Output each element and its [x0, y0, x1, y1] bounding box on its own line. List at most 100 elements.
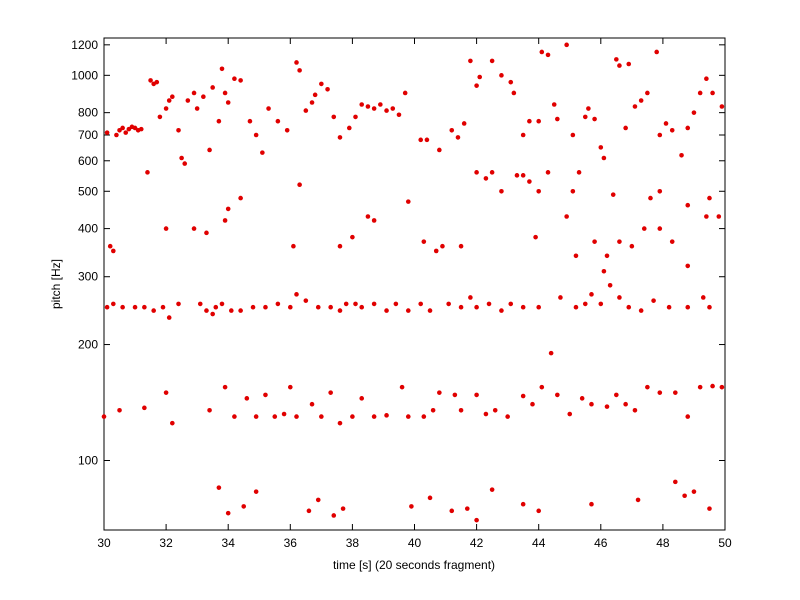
point — [651, 298, 656, 303]
point — [319, 414, 324, 419]
point — [350, 234, 355, 240]
point — [288, 304, 293, 310]
point — [138, 126, 144, 132]
point — [558, 295, 563, 300]
point — [104, 130, 110, 135]
point — [114, 132, 119, 138]
point — [371, 106, 377, 111]
point — [176, 127, 181, 133]
point — [163, 226, 169, 231]
point — [685, 125, 691, 131]
point — [629, 243, 635, 249]
point — [592, 116, 597, 122]
x-axis-label: time [s] (20 seconds fragment) — [333, 558, 495, 572]
point — [303, 298, 309, 303]
point — [582, 114, 588, 120]
point — [427, 495, 433, 501]
point — [350, 414, 355, 419]
x-tick-label: 30 — [97, 536, 111, 550]
x-tick-label: 42 — [470, 536, 484, 550]
point — [617, 63, 622, 68]
point — [632, 407, 638, 413]
point — [331, 114, 337, 120]
point — [151, 308, 156, 313]
point — [194, 106, 200, 111]
point — [551, 102, 557, 107]
y-tick-label: 400 — [78, 222, 98, 236]
point — [297, 182, 302, 188]
point — [673, 479, 678, 485]
point — [204, 230, 209, 236]
point — [598, 301, 604, 307]
point — [384, 108, 389, 113]
point — [337, 243, 343, 249]
y-tick-label: 700 — [78, 128, 98, 142]
point — [514, 173, 520, 178]
point — [508, 301, 514, 307]
point — [623, 401, 628, 407]
point — [319, 81, 324, 87]
point — [312, 92, 318, 98]
point — [201, 94, 206, 100]
point — [648, 195, 653, 201]
point — [353, 301, 358, 307]
point — [390, 106, 396, 111]
point — [548, 350, 554, 356]
point — [604, 253, 610, 259]
point — [111, 301, 116, 307]
point — [700, 295, 706, 300]
point — [197, 301, 203, 307]
point — [185, 98, 191, 103]
point — [225, 100, 231, 105]
point — [325, 86, 330, 92]
point — [207, 147, 212, 153]
point — [533, 234, 538, 240]
point — [638, 308, 644, 313]
point — [216, 485, 222, 490]
point — [219, 301, 225, 307]
point — [111, 248, 116, 254]
x-tick-label: 46 — [594, 536, 608, 550]
point — [576, 170, 582, 175]
point — [418, 137, 424, 143]
point — [315, 304, 321, 310]
point — [266, 106, 271, 111]
point — [284, 127, 290, 133]
point — [163, 106, 169, 111]
point — [669, 239, 675, 244]
point — [489, 58, 495, 64]
point — [545, 52, 551, 58]
point — [238, 78, 243, 83]
point — [530, 401, 535, 407]
y-tick-label: 100 — [78, 453, 98, 467]
point — [343, 301, 349, 307]
point — [393, 301, 399, 307]
point — [468, 58, 473, 64]
point — [710, 383, 715, 389]
point — [511, 90, 517, 96]
point — [191, 90, 197, 96]
point — [697, 90, 703, 96]
point — [666, 304, 672, 310]
y-tick-label: 800 — [78, 106, 98, 120]
point — [520, 304, 526, 310]
point — [225, 206, 231, 212]
point — [468, 295, 473, 300]
point — [586, 106, 591, 111]
point — [384, 413, 389, 418]
point — [306, 508, 312, 514]
point — [294, 292, 299, 297]
point — [604, 404, 610, 409]
point — [166, 98, 172, 103]
point — [617, 239, 622, 244]
point — [232, 414, 237, 419]
point — [340, 506, 346, 511]
point — [170, 94, 175, 100]
point — [328, 304, 333, 310]
point — [449, 508, 455, 514]
point — [589, 501, 594, 507]
point — [505, 414, 510, 419]
point — [148, 78, 153, 83]
point — [294, 60, 299, 65]
point — [371, 414, 377, 419]
